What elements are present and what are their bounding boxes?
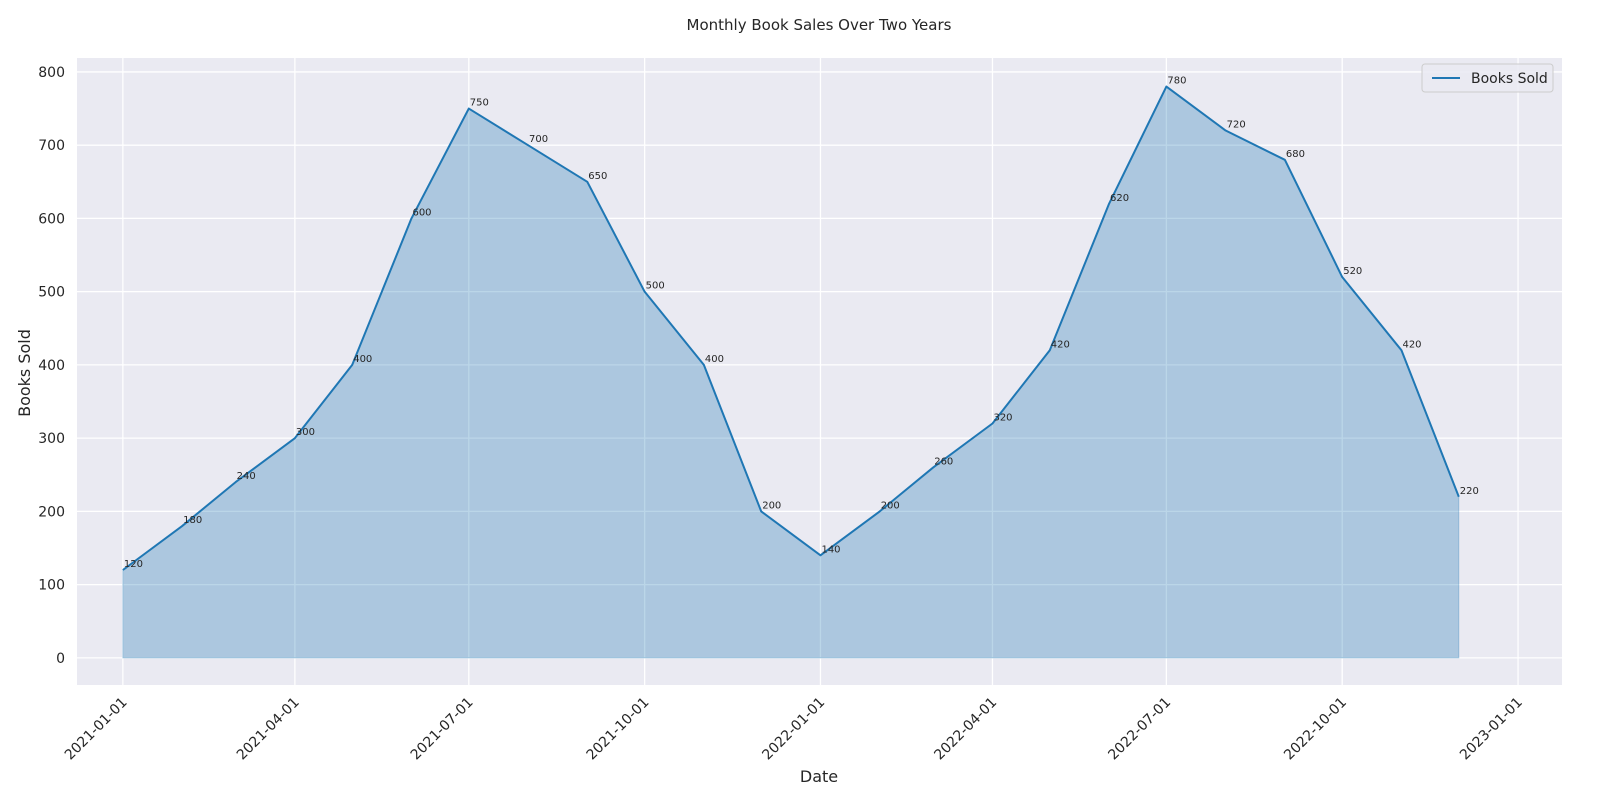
x-axis-title: Date: [800, 767, 838, 786]
data-label: 220: [1460, 486, 1479, 497]
y-axis-title: Books Sold: [15, 329, 34, 417]
data-label: 620: [1110, 193, 1129, 204]
data-label: 120: [124, 559, 143, 570]
data-label: 750: [470, 98, 489, 109]
data-label: 680: [1286, 149, 1305, 160]
data-label: 520: [1343, 266, 1362, 277]
plot-background: [77, 58, 1562, 685]
data-label: 200: [762, 500, 781, 511]
y-tick-label: 100: [38, 578, 65, 594]
y-tick-label: 500: [38, 285, 65, 301]
data-label: 240: [237, 471, 256, 482]
data-label: 200: [881, 500, 900, 511]
y-tick-label: 700: [38, 138, 65, 154]
legend-label-books-sold: Books Sold: [1471, 71, 1548, 87]
y-tick-label: 400: [38, 358, 65, 374]
data-label: 180: [183, 515, 202, 526]
x-tick-label: 2021-07-01: [408, 695, 477, 764]
x-tick-label: 2021-04-01: [234, 695, 303, 764]
data-label: 700: [529, 134, 548, 145]
x-tick-label: 2022-10-01: [1281, 695, 1350, 764]
chart-title: Monthly Book Sales Over Two Years: [687, 16, 952, 34]
data-label: 420: [1402, 339, 1421, 350]
y-tick-label: 300: [38, 431, 65, 447]
y-tick-label: 800: [38, 65, 65, 81]
y-tick-label: 0: [56, 651, 65, 667]
data-label: 260: [934, 456, 953, 467]
x-tick-label: 2021-10-01: [584, 695, 653, 764]
data-label: 300: [296, 427, 315, 438]
data-label: 400: [353, 354, 372, 365]
x-tick-label: 2022-04-01: [931, 695, 1000, 764]
y-tick-label: 200: [38, 504, 65, 520]
legend-box: [1421, 63, 1554, 93]
y-tick-label: 600: [38, 211, 65, 227]
data-label: 320: [993, 413, 1012, 424]
data-label: 500: [646, 281, 665, 292]
x-tick-label: 2022-07-01: [1105, 695, 1174, 764]
data-label: 400: [705, 354, 724, 365]
data-label: 650: [588, 171, 607, 182]
x-tick-label: 2023-01-01: [1457, 695, 1526, 764]
data-label: 600: [412, 207, 431, 218]
data-label: 420: [1051, 339, 1070, 350]
data-label: 780: [1167, 76, 1186, 87]
x-tick-label: 2022-01-01: [759, 695, 828, 764]
data-label: 720: [1227, 120, 1246, 131]
data-label: 140: [821, 544, 840, 555]
x-tick-label: 2021-01-01: [62, 695, 131, 764]
series-line-books-sold: [122, 85, 1460, 571]
